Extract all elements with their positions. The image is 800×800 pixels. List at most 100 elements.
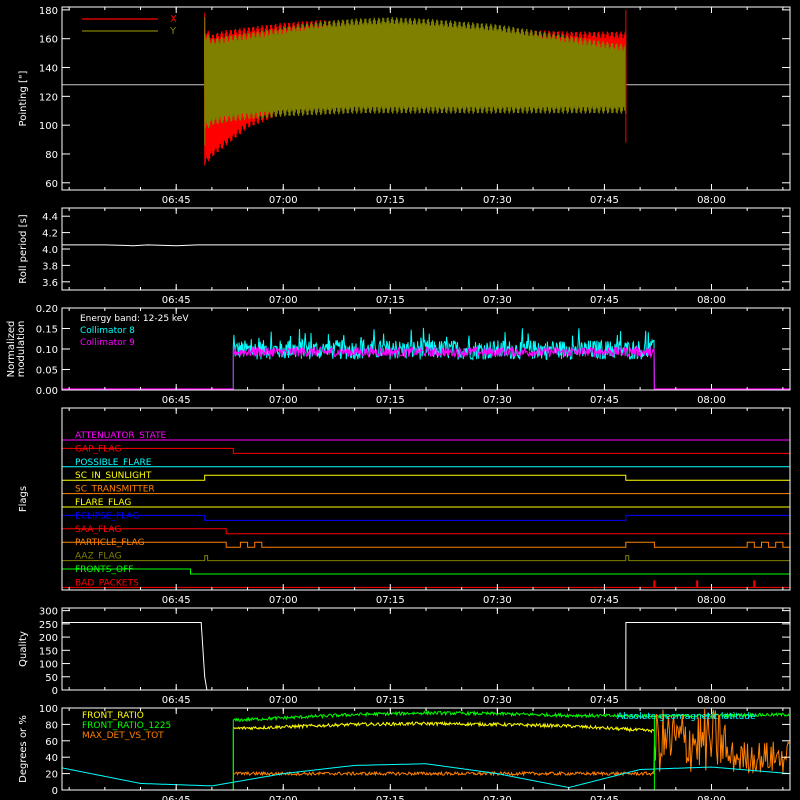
y-tick-label: 3.6 [42,278,58,289]
series-y-oscillation [204,17,627,129]
flag-flare-flag-label: FLARE_FLAG [75,498,131,508]
x-tick-label: 07:30 [483,395,512,406]
y-axis-label: Roll period [s] [18,214,29,283]
y-tick-label: 0.10 [36,345,58,356]
axes-frame-flags [61,407,791,591]
y-tick-label: 250 [39,620,58,631]
y-tick-label: 0.20 [36,304,58,315]
legend-entry: FRONT_RATIO [82,711,144,721]
series-front-ratio [232,720,655,734]
series-collimator-8 [232,327,655,390]
panel-roll: 06:45 07:00 07:15 07:30 07:45 08:00 3.6 3.8 4.0 4… [18,207,791,306]
x-tick-label: 07:45 [590,695,619,706]
y-tick-label: 120 [39,92,58,103]
y-tick-label: 150 [39,646,58,657]
y-axis-label: Flags [18,486,29,512]
y-tick-label: 4.2 [42,229,58,240]
y-tick-label: 0.15 [36,325,58,336]
y-tick-label: 20 [45,770,58,781]
x-tick-label: 08:00 [697,795,726,800]
flag-possible-flare-label: POSSIBLE_FLARE [75,458,152,468]
flag-sc-in-sunlight-label: SC_IN_SUNLIGHT [75,471,152,481]
plot-area-modulation [62,327,790,390]
x-tick-label: 07:45 [590,795,619,800]
flag-saa-flag-label: SAA_FLAG [75,525,121,535]
flag-aaz-flag-line [62,555,790,562]
x-tick-label: 07:30 [483,595,512,606]
x-tick-label: 07:00 [269,195,298,206]
x-tick-label: 07:45 [590,195,619,206]
plot-area-flags [62,439,790,588]
flag-eclipse-flag-line [62,514,790,521]
x-tick-label: 08:00 [697,195,726,206]
y-tick-label: 60 [45,179,58,190]
x-tick-label: 07:00 [269,295,298,306]
y-tick-label: 4.4 [42,212,58,223]
panel-quality: 06:45 07:00 07:15 07:30 07:45 08:00 0 50 100 150 2… [18,607,791,706]
x-tick-label: 07:00 [269,395,298,406]
plot-area-ratios [62,709,790,790]
x-tick-label: 07:30 [483,295,512,306]
y-tick-label: 300 [39,607,58,618]
panel-pointing: 06:45 07:00 07:15 07:30 07:45 08:00 60 80 100 120… [18,6,791,206]
x-tick-label: 07:45 [590,295,619,306]
x-tick-label: 06:45 [162,195,191,206]
axes-frame-quality [61,607,791,691]
x-tick-label: 06:45 [162,795,191,800]
x-tick-label: 08:00 [697,695,726,706]
x-tick-label: 07:30 [483,695,512,706]
plot-area-pointing [62,9,790,166]
series-collimator-9 [232,345,655,390]
y-tick-label: 3.8 [42,261,58,272]
x-tick-label: 06:45 [162,295,191,306]
x-tick-label: 07:15 [376,595,405,606]
x-tick-label: 07:00 [269,595,298,606]
geomagnetic-latitude-annotation: Absolute geomagnetic latitude [617,712,756,722]
x-tick-label: 07:45 [590,595,619,606]
y-tick-label: 160 [39,35,58,46]
flag-eclipse-flag-label: ECLIPSE_FLAG [75,511,139,521]
flag-particle-flag-label: PARTICLE_FLAG [75,538,145,548]
legend-entry: FRONT_RATIO_1225 [82,721,171,731]
flag-aaz-flag-label: AAZ_FLAG [75,552,122,562]
plot-area-quality [62,622,790,690]
flag-gap-flag-line [62,447,790,454]
y-tick-label: 180 [39,6,58,17]
y-tick-label: 100 [39,660,58,671]
y-tick-label: 0 [52,786,58,797]
flag-fronts-off-line [62,568,790,575]
flag-fronts-off-label: FRONTS_OFF [75,565,133,575]
x-tick-label: 07:00 [269,695,298,706]
series-quality [62,622,790,690]
legend-entry: Collimator 8 [80,326,135,336]
y-tick-label: 50 [45,673,58,684]
y-tick-label: 140 [39,64,58,75]
x-tick-label: 07:30 [483,195,512,206]
y-tick-label: 80 [45,720,58,731]
y-axis-label: Degrees or % [18,715,29,783]
energy-band-annotation: Energy band: 12-25 keV [80,314,189,324]
x-tick-label: 07:30 [483,795,512,800]
y-tick-label: 100 [39,704,58,715]
x-tick-label: 07:15 [376,395,405,406]
x-tick-label: 07:45 [590,395,619,406]
x-tick-label: 08:00 [697,595,726,606]
flag-sc-in-sunlight-line [62,474,790,481]
y-tick-label: 60 [45,737,58,748]
flag-sc-transmitter-label: SC_TRANSMITTER [75,485,155,495]
legend-entry: Y [169,26,177,37]
flag-bad-packets-label: BAD_PACKETS [75,578,139,588]
legend-entry: MAX_DET_VS_TOT [82,731,164,741]
y-axis-label: Pointing ["] [18,70,29,126]
flag-particle-flag-line [62,541,790,548]
panel-flags: ATTENUATOR_STATE GAP_FLAG POSSIBLE_FLARE SC… [18,407,791,606]
panel-ratios: 06:45 07:00 07:15 07:30 07:45 08:00 0 20 40 60 80 1… [18,704,791,800]
panel-modulation: 06:45 07:00 07:15 07:30 07:45 08:00 0.00 0.05 0.… [6,304,791,406]
y-tick-label: 40 [45,753,58,764]
y-tick-label: 0 [52,686,58,697]
series-absolute-geomagnetic-latitude [62,763,790,789]
y-axis-label: Quality [18,631,29,667]
x-tick-label: 08:00 [697,395,726,406]
x-tick-label: 06:45 [162,595,191,606]
